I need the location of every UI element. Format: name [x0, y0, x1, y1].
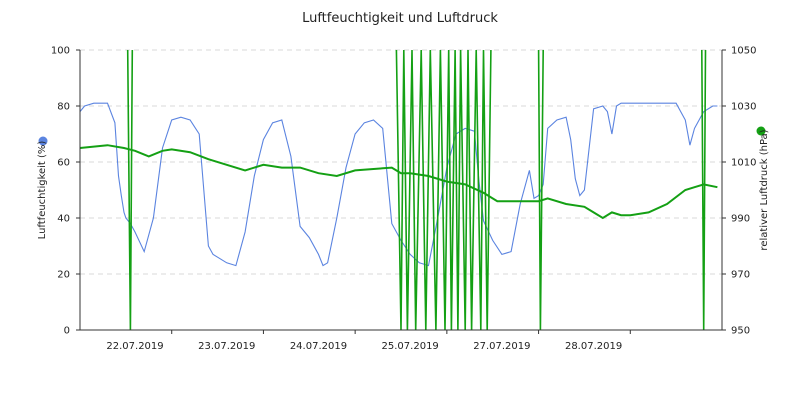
- pressure-spikes: [126, 49, 707, 331]
- grid-lines: [80, 49, 722, 275]
- x-tick-label: 23.07.2019: [198, 341, 255, 352]
- humidity-legend-dot: [38, 136, 48, 146]
- humidity-line: [79, 102, 718, 267]
- left-tick-label: 20: [57, 270, 70, 281]
- left-tick-label: 80: [57, 102, 70, 113]
- x-tick-label: 24.07.2019: [290, 341, 347, 352]
- right-tick-label: 1050: [731, 46, 756, 57]
- left-tick-label: 40: [57, 214, 70, 225]
- x-tick-label: 28.07.2019: [565, 341, 622, 352]
- right-tick-label: 950: [731, 326, 750, 337]
- left-axis-label: Luftfeuchtigkeit (%): [37, 141, 48, 240]
- right-tick-label: 1030: [731, 102, 756, 113]
- left-tick-label: 0: [64, 326, 70, 337]
- x-tick-label: 25.07.2019: [382, 341, 439, 352]
- right-tick-label: 990: [731, 214, 750, 225]
- left-tick-label: 60: [57, 158, 70, 169]
- pressure-line: [79, 144, 718, 220]
- pressure-legend-dot: [756, 126, 766, 136]
- left-axis-ticks: 0 20 40 60 80 100: [51, 46, 80, 337]
- pressure-spike-segments: [126, 49, 707, 331]
- x-tick-label: 22.07.2019: [106, 341, 163, 352]
- right-axis-label: relativer Luftdruck (hPa): [759, 129, 770, 250]
- plot-area: [79, 49, 718, 331]
- chart-title: Luftfeuchtigkeit und Luftdruck: [302, 11, 498, 26]
- x-axis-ticks: 22.07.2019 23.07.2019 24.07.2019 25.07.2019…: [106, 330, 631, 352]
- right-tick-label: 970: [731, 270, 750, 281]
- left-tick-label: 100: [51, 46, 70, 57]
- right-axis-ticks: 950 970 990 1010 1030 1050: [722, 46, 756, 337]
- x-tick-label: 27.07.2019: [473, 341, 530, 352]
- right-tick-label: 1010: [731, 158, 756, 169]
